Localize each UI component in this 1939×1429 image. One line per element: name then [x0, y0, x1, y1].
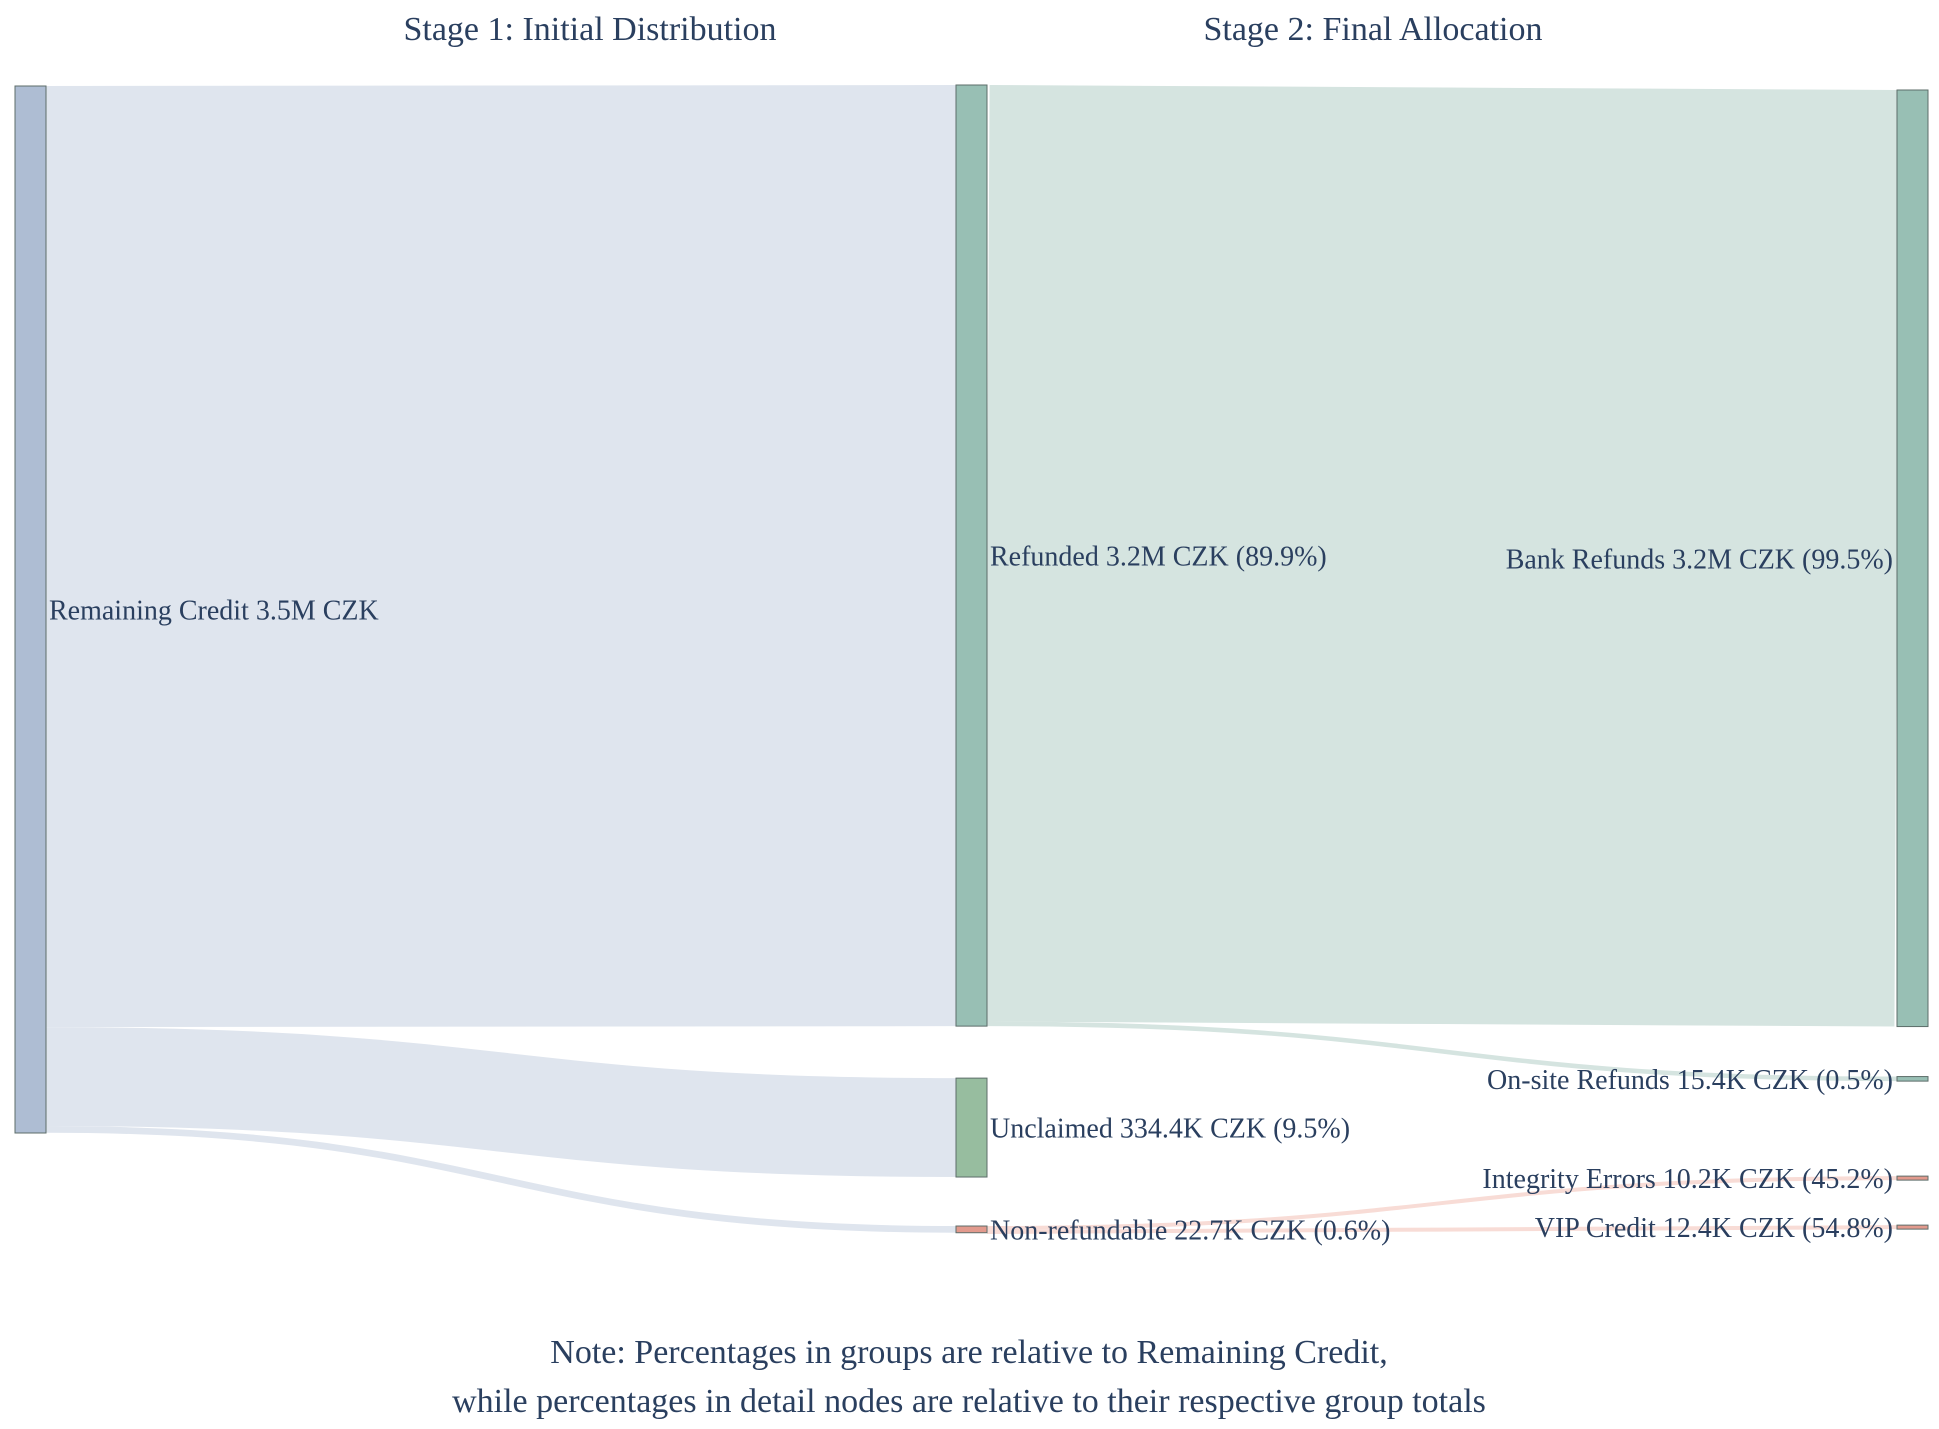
sankey-link-remaining-to-refunded [45, 84, 957, 1028]
sankey-node-nonrefundable [955, 1225, 988, 1234]
sankey-node-unclaimed [955, 1077, 988, 1178]
node-label-onsite: On-site Refunds 15.4K CZK (0.5%) [1487, 1065, 1893, 1096]
stage-2-title: Stage 2: Final Allocation [1203, 11, 1542, 48]
node-label-nonrefundable: Non-refundable 22.7K CZK (0.6%) [990, 1215, 1390, 1246]
sankey-link-refunded-to-onsite [986, 1021, 1898, 1082]
note-line-2: while percentages in detail nodes are re… [452, 1383, 1486, 1420]
node-label-vip: VIP Credit 12.4K CZK (54.8%) [1535, 1213, 1893, 1244]
sankey-node-remaining [14, 85, 47, 1134]
sankey-node-labels: Remaining Credit 3.5M CZK Refunded 3.2M C… [49, 542, 1893, 1247]
sankey-node-vip [1896, 1224, 1929, 1230]
sankey-links [45, 84, 1898, 1235]
note-line-1: Note: Percentages in groups are relative… [550, 1334, 1387, 1371]
sankey-link-refunded-to-bank [986, 85, 1898, 1027]
sankey-nodes [14, 84, 1929, 1234]
stage-1-title: Stage 1: Initial Distribution [403, 11, 776, 48]
node-label-integrity: Integrity Errors 10.2K CZK (45.2%) [1482, 1164, 1893, 1195]
sankey-node-refunded [955, 84, 988, 1027]
node-label-bank: Bank Refunds 3.2M CZK (99.5%) [1506, 544, 1893, 575]
node-label-refunded: Refunded 3.2M CZK (89.9%) [990, 542, 1327, 573]
sankey-link-remaining-to-unclaimed [45, 1027, 957, 1178]
node-label-unclaimed: Unclaimed 334.4K CZK (9.5%) [990, 1114, 1350, 1145]
sankey-node-integrity [1896, 1175, 1929, 1181]
node-label-remaining: Remaining Credit 3.5M CZK [49, 596, 379, 627]
sankey-node-onsite [1896, 1076, 1929, 1082]
sankey-link-nonrefundable-to-integrity [986, 1176, 1898, 1231]
sankey-node-bank [1896, 89, 1929, 1028]
sankey-link-nonrefundable-to-vip [986, 1225, 1898, 1235]
sankey-link-remaining-to-nonrefundable [45, 1126, 957, 1233]
